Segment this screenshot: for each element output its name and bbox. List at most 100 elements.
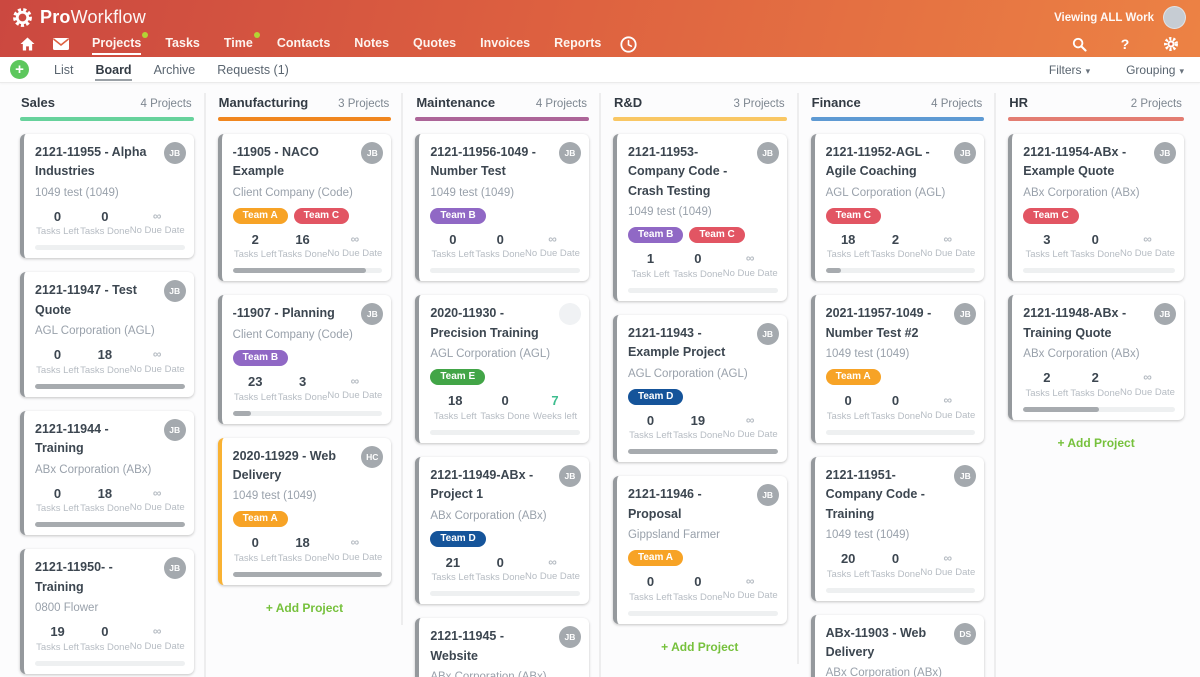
- project-card[interactable]: 2121-11945 - Website JB ABx Corporation (A…: [415, 618, 589, 677]
- project-client: AGL Corporation (AGL): [35, 325, 155, 338]
- stat-tasks-left: 23 Tasks Left: [233, 374, 278, 403]
- assignee-avatar: JB: [954, 464, 977, 487]
- stat-tasks-done: 0 Tasks Done: [871, 393, 921, 422]
- tab-requests-1[interactable]: Requests (1): [206, 60, 300, 79]
- project-card[interactable]: 2121-11944 - Training JB ABx Corporation (…: [20, 410, 194, 536]
- user-avatar[interactable]: [1163, 6, 1186, 29]
- project-card-title: 2121-11951-Company Code - Training: [825, 467, 925, 521]
- add-project-button[interactable]: + Add Project: [661, 639, 739, 654]
- project-client: 1049 test (1049): [825, 529, 910, 541]
- project-card[interactable]: -11905 - NACO Example JB Client Company (C…: [217, 134, 392, 282]
- column-header: HR 2 Projects: [1008, 93, 1184, 117]
- settings-gear-icon[interactable]: [1158, 34, 1184, 54]
- grouping-dropdown[interactable]: Grouping ▾: [1126, 63, 1184, 77]
- progress-bar: [232, 571, 383, 577]
- project-card[interactable]: 2021-11957-1049 - Number Test #2 JB 1049 t…: [810, 295, 985, 443]
- stat-value: 1: [646, 251, 655, 267]
- progress-bar: [232, 410, 383, 416]
- nav-item-quotes[interactable]: Quotes: [401, 34, 468, 54]
- add-project-button[interactable]: + Add Project: [265, 600, 344, 615]
- app-logo[interactable]: ProWorkflow: [12, 7, 146, 28]
- team-tags: Team A Team C: [232, 207, 383, 224]
- stat-tasks-left: 0 Tasks Left: [628, 413, 673, 442]
- stat-due: ∞ No Due Date: [525, 232, 580, 261]
- stat-due: ∞ No Due Date: [723, 413, 778, 442]
- project-card-title: 2121-11952-AGL - Agile Coaching: [825, 145, 930, 179]
- nav-item-invoices[interactable]: Invoices: [468, 34, 542, 54]
- stat-value: 0: [646, 574, 655, 590]
- project-card[interactable]: 2121-11948-ABx - Training Quote JB ABx Cor…: [1008, 295, 1184, 420]
- help-icon[interactable]: ?: [1120, 36, 1130, 52]
- search-icon[interactable]: [1066, 34, 1092, 54]
- add-new-button[interactable]: +: [10, 60, 29, 79]
- nav-item-label: Tasks: [165, 36, 200, 50]
- nav-item-notes[interactable]: Notes: [342, 34, 401, 54]
- project-card[interactable]: 2020-11929 - Web Delivery HC 1049 test (10…: [217, 437, 392, 585]
- stat-value: 21: [445, 554, 461, 570]
- project-card[interactable]: 2020-11930 - Precision Training AGL Corpo…: [415, 295, 589, 443]
- nav-item-time[interactable]: Time: [212, 32, 265, 54]
- viewing-scope-label[interactable]: Viewing ALL Work: [1054, 11, 1154, 24]
- project-client: 1049 test (1049): [35, 186, 119, 199]
- stat-label: Tasks Left: [433, 410, 477, 422]
- project-client: 1049 test (1049): [430, 186, 515, 199]
- stat-value: ∞: [152, 624, 162, 639]
- stat-value: 0: [646, 412, 655, 428]
- stat-tasks-done: 0 Tasks Done: [80, 209, 130, 238]
- project-card[interactable]: -11907 - Planning JB Client Company (Code)…: [217, 295, 392, 424]
- nav-item-reports[interactable]: Reports: [542, 34, 613, 54]
- card-stats: 18 Tasks Left 2 Tasks Done ∞ No Due Date: [826, 232, 976, 261]
- project-card[interactable]: 2121-11954-ABx - Example Quote JB ABx Corp…: [1008, 134, 1184, 282]
- stat-label: Tasks Left: [36, 364, 79, 376]
- project-client: AGL Corporation (AGL): [430, 348, 551, 361]
- stat-label: Tasks Done: [673, 268, 723, 280]
- card-stats: 21 Tasks Left 0 Tasks Done ∞ No Due Date: [430, 555, 580, 584]
- team-tag: Team C: [825, 207, 882, 224]
- project-card[interactable]: 2121-11946 - Proposal JB Gippsland Farmer T…: [612, 476, 787, 624]
- progress-bar: [825, 429, 976, 435]
- column-cards: 2121-11953-Company Code - Crash Testing J…: [612, 121, 787, 624]
- project-card-title: 2121-11950- - Training: [35, 560, 113, 594]
- add-project-button[interactable]: + Add Project: [1057, 435, 1135, 450]
- timer-clock-icon[interactable]: [615, 34, 641, 54]
- card-stats: 19 Tasks Left 0 Tasks Done ∞ No Due Date: [35, 624, 185, 653]
- card-stats: 2 Tasks Left 2 Tasks Done ∞ No Due Date: [1023, 370, 1175, 399]
- project-card[interactable]: ABx-11903 - Web Delivery DS ABx Corporatio…: [810, 614, 985, 677]
- tab-archive[interactable]: Archive: [143, 60, 207, 79]
- project-card[interactable]: 2121-11949-ABx - Project 1 JB ABx Corporat…: [415, 456, 589, 605]
- project-card[interactable]: 2121-11956-1049 - Number Test JB 1049 test…: [415, 134, 589, 282]
- nav-item-tasks[interactable]: Tasks: [153, 34, 212, 54]
- stat-label: No Due Date: [327, 248, 383, 260]
- stat-value: ∞: [1143, 231, 1152, 246]
- team-tag: Team A: [232, 511, 288, 528]
- stat-label: Tasks Left: [826, 249, 870, 261]
- stat-label: Tasks Done: [80, 226, 130, 238]
- stat-value: ∞: [943, 551, 953, 566]
- nav-item-contacts[interactable]: Contacts: [265, 34, 342, 54]
- tab-board[interactable]: Board: [84, 60, 142, 81]
- card-stats: 2 Tasks Left 16 Tasks Done ∞ No Due Date: [233, 232, 383, 261]
- project-card[interactable]: 2121-11950- - Training JB 0800 Flower 19 Tas…: [20, 549, 194, 674]
- project-card[interactable]: 2121-11953-Company Code - Crash Testing J…: [612, 134, 787, 301]
- nav-item-projects[interactable]: Projects: [80, 32, 153, 55]
- project-card[interactable]: 2121-11943 - Example Project JB AGL Corpor…: [612, 314, 787, 463]
- stat-label: Tasks Left: [1025, 387, 1069, 399]
- mail-icon[interactable]: [48, 34, 74, 54]
- assignee-avatar: JB: [163, 280, 186, 303]
- project-card[interactable]: 2121-11952-AGL - Agile Coaching JB AGL Cor…: [810, 134, 985, 282]
- project-card[interactable]: 2121-11955 - Alpha Industries JB 1049 test…: [20, 134, 194, 259]
- project-card[interactable]: 2121-11947 - Test Quote JB AGL Corporation…: [20, 272, 194, 397]
- assignee-avatar: JB: [558, 626, 581, 649]
- team-tag: Team A: [627, 550, 683, 567]
- stat-due: ∞ No Due Date: [920, 551, 975, 580]
- board-column-hr: HR 2 Projects 2121-11954-ABx - Example Quo…: [996, 93, 1194, 555]
- progress-fill: [627, 449, 778, 455]
- assignee-avatar: JB: [163, 557, 186, 580]
- filters-dropdown[interactable]: Filters ▾: [1049, 63, 1090, 77]
- home-icon[interactable]: [14, 34, 40, 54]
- project-card[interactable]: 2121-11951-Company Code - Training JB 1049…: [810, 456, 985, 601]
- tab-list[interactable]: List: [43, 60, 84, 79]
- project-card-title: 2121-11944 - Training: [35, 421, 109, 456]
- assignee-avatar: DS: [954, 622, 977, 645]
- stat-tasks-done: 19 Tasks Done: [673, 413, 723, 442]
